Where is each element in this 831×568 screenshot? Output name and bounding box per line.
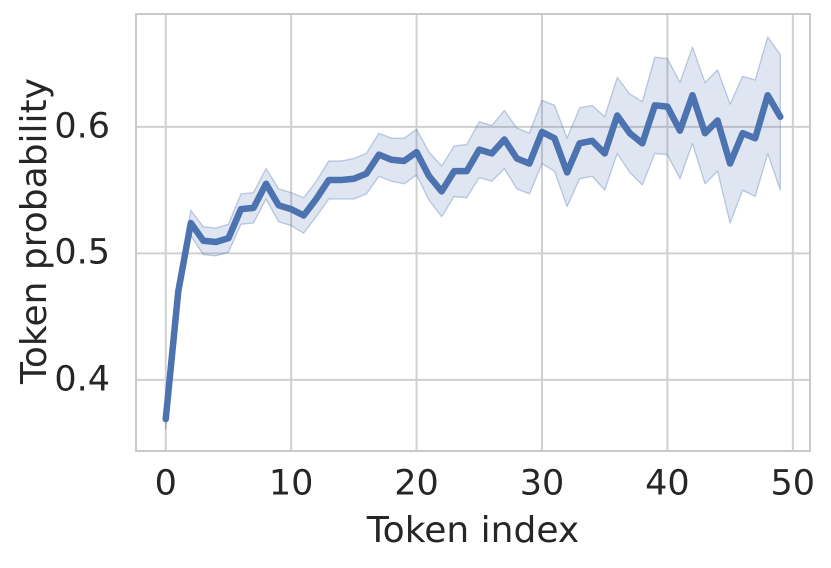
confidence-band bbox=[165, 36, 781, 430]
x-tick-label: 10 bbox=[268, 463, 314, 504]
y-tick-label: 0.5 bbox=[54, 232, 110, 273]
x-tick-label: 0 bbox=[154, 463, 177, 504]
x-tick-label: 50 bbox=[770, 463, 816, 504]
plot-border bbox=[135, 13, 811, 452]
y-tick-label: 0.6 bbox=[54, 106, 110, 147]
plot-area bbox=[135, 13, 811, 452]
x-tick-label: 30 bbox=[519, 463, 565, 504]
x-tick-label: 40 bbox=[645, 463, 690, 504]
x-axis-label: Token index bbox=[366, 510, 580, 551]
probability-line bbox=[162, 91, 784, 423]
y-tick-label: 0.4 bbox=[54, 359, 110, 400]
y-axis-label: Token probability bbox=[14, 78, 55, 384]
x-tick-label: 20 bbox=[394, 463, 439, 504]
